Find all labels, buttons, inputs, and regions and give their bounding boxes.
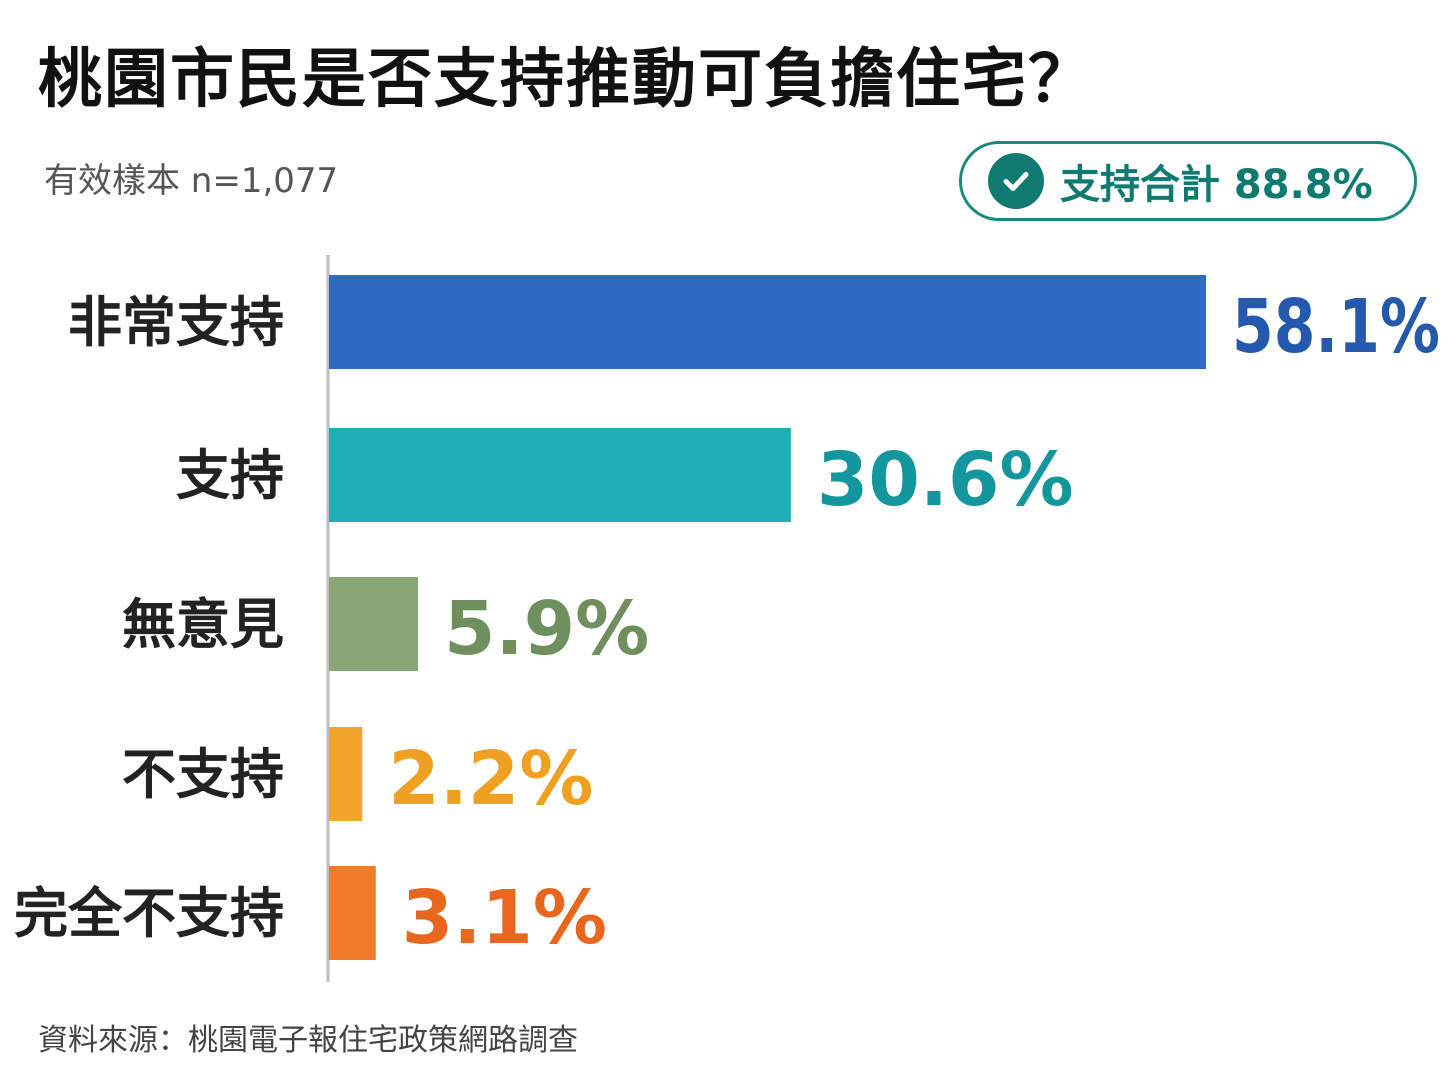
category-label: 完全不支持 xyxy=(14,882,284,945)
sample-size-label: 有效樣本 n=1,077 xyxy=(44,161,339,201)
value-label: 30.6% xyxy=(817,437,1074,523)
bar xyxy=(329,727,363,821)
source-note: 資料來源：桃園電子報住宅政策網路調查 xyxy=(38,1023,578,1058)
value-label: 58.1% xyxy=(1232,284,1440,370)
support-total-text: 支持合計 88.8% xyxy=(1060,162,1373,208)
value-label: 5.9% xyxy=(444,586,649,672)
value-label: 3.1% xyxy=(402,875,607,961)
support-total-badge: 支持合計 88.8% xyxy=(959,141,1417,221)
category-label: 不支持 xyxy=(122,743,284,806)
check-circle-icon xyxy=(988,153,1044,209)
bar xyxy=(329,577,419,671)
category-label: 支持 xyxy=(176,444,284,507)
category-label: 非常支持 xyxy=(68,291,284,354)
chart-title: 桃園市民是否支持推動可負擔住宅？ xyxy=(38,43,1094,117)
category-label: 無意見 xyxy=(122,593,284,656)
bar xyxy=(329,428,791,522)
value-label: 2.2% xyxy=(388,736,593,822)
bar xyxy=(329,275,1206,369)
bar xyxy=(329,866,376,960)
